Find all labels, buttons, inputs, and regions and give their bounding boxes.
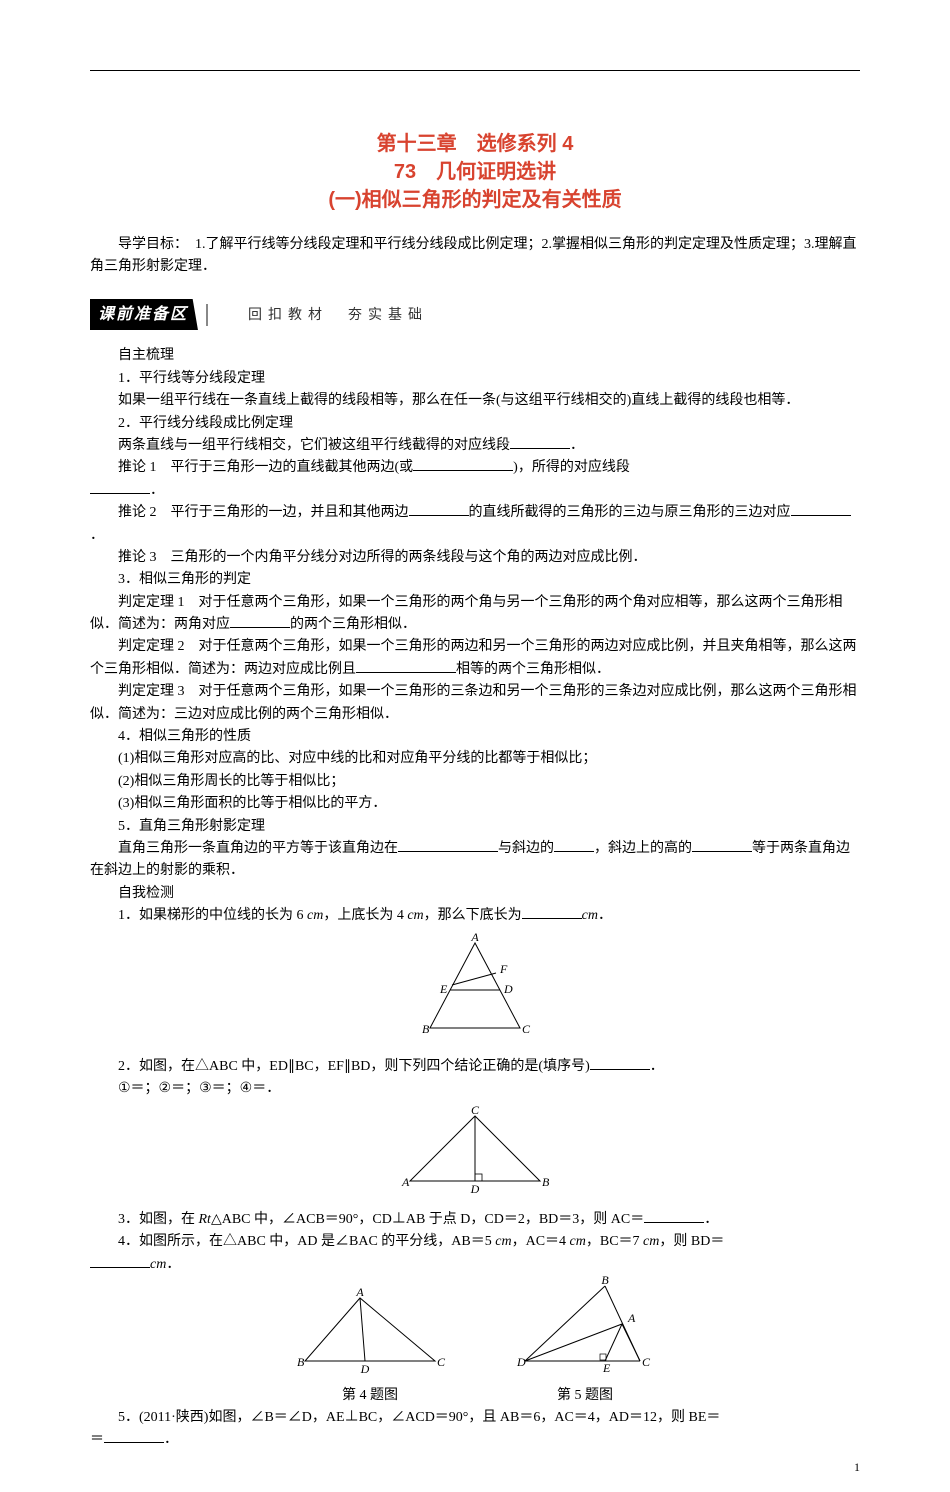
svg-text:A: A xyxy=(401,1175,410,1189)
item5-title: 5．直角三角形射影定理 xyxy=(90,816,860,838)
item4-title: 4．相似三角形的性质 xyxy=(90,726,860,748)
svg-text:C: C xyxy=(522,1022,531,1036)
header-rule xyxy=(90,70,860,71)
question-2: 2．如图，在△ABC 中，ED∥BC，EF∥BD，则下列四个结论正确的是(填序号… xyxy=(90,1056,860,1078)
judgment-3: 判定定理 3 对于任意两个三角形，如果一个三角形的三条边和另一个三角形的三条边对… xyxy=(90,681,860,726)
figure-q2: A B C E D F xyxy=(90,933,860,1051)
corollary-1-cont: ． xyxy=(90,480,860,502)
svg-text:B: B xyxy=(297,1355,305,1369)
title-line-2: 73 几何证明选讲 xyxy=(90,158,860,186)
question-5-cont: ＝． xyxy=(90,1429,860,1451)
triangle-bisector-icon: A B C D xyxy=(290,1286,450,1376)
section-divider xyxy=(206,304,208,326)
svg-text:C: C xyxy=(437,1355,446,1369)
blank xyxy=(590,1056,650,1070)
figure-4-caption: 第 4 题图 xyxy=(290,1385,450,1407)
chapter-title: 第十三章 选修系列 4 73 几何证明选讲 (一)相似三角形的判定及有关性质 xyxy=(90,130,860,214)
svg-text:E: E xyxy=(602,1361,611,1375)
svg-text:A: A xyxy=(470,933,479,944)
item1-body: 如果一组平行线在一条直线上截得的线段相等，那么在任一条(与这组平行线相交的)直线… xyxy=(90,390,860,412)
page-number: 1 xyxy=(854,1458,860,1477)
projection-theorem: 直角三角形一条直角边的平方等于该直角边在与斜边的，斜边上的高的等于两条直角边在斜… xyxy=(90,838,860,883)
blank xyxy=(791,502,851,516)
title-line-1: 第十三章 选修系列 4 xyxy=(90,130,860,158)
item1-title: 1．平行线等分线段定理 xyxy=(90,368,860,390)
content-body: 自主梳理 1．平行线等分线段定理 如果一组平行线在一条直线上截得的线段相等，那么… xyxy=(90,345,860,1451)
blank xyxy=(413,457,513,471)
geometry-q5-icon: B A D E C xyxy=(510,1276,660,1376)
title-line-3: (一)相似三角形的判定及有关性质 xyxy=(90,186,860,214)
figure-q4-wrap: A B C D 第 4 题图 xyxy=(290,1286,450,1407)
corollary-2: 推论 2 平行于三角形的一边，并且和其他两边的直线所截得的三角形的三边与原三角形… xyxy=(90,502,860,547)
section-label: 课前准备区 xyxy=(90,299,198,331)
right-triangle-icon: C A B D xyxy=(390,1106,560,1196)
question-5: 5．(2011·陕西)如图，∠B＝∠D，AE⊥BC，∠ACD＝90°，且 AB＝… xyxy=(90,1407,860,1429)
item2-body: 两条直线与一组平行线相交，它们被这组平行线截得的对应线段． xyxy=(90,435,860,457)
blank xyxy=(230,614,290,628)
blank xyxy=(692,838,752,852)
property-1: (1)相似三角形对应高的比、对应中线的比和对应角平分线的比都等于相似比； xyxy=(90,748,860,770)
svg-text:D: D xyxy=(503,982,513,996)
property-3: (3)相似三角形面积的比等于相似比的平方． xyxy=(90,793,860,815)
blank xyxy=(409,502,469,516)
figure-q5-wrap: B A D E C 第 5 题图 xyxy=(510,1276,660,1407)
svg-text:C: C xyxy=(642,1355,651,1369)
svg-text:D: D xyxy=(360,1362,370,1376)
corollary-3: 推论 3 三角形的一个内角平分线分对边所得的两条线段与这个角的两边对应成比例． xyxy=(90,547,860,569)
question-3: 3．如图，在 Rt△ABC 中，∠ACB＝90°，CD⊥AB 于点 D，CD＝2… xyxy=(90,1209,860,1231)
corollary-1: 推论 1 平行于三角形一边的直线截其他两边(或)，所得的对应线段 xyxy=(90,457,860,479)
blank xyxy=(510,435,570,449)
item3-title: 3．相似三角形的判定 xyxy=(90,569,860,591)
figure-row-q4-q5: A B C D 第 4 题图 B A D E C 第 5 题 xyxy=(90,1276,860,1407)
question-2-options: ①＝；②＝；③＝；④＝． xyxy=(90,1078,860,1100)
svg-text:D: D xyxy=(470,1182,480,1196)
triangle-diagram-icon: A B C E D F xyxy=(410,933,540,1043)
svg-text:D: D xyxy=(516,1355,526,1369)
svg-text:B: B xyxy=(422,1022,430,1036)
item2-title: 2．平行线分线段成比例定理 xyxy=(90,413,860,435)
svg-text:F: F xyxy=(499,962,508,976)
svg-text:C: C xyxy=(471,1106,480,1117)
judgment-2: 判定定理 2 对于任意两个三角形，如果一个三角形的两边和另一个三角形的两边对应成… xyxy=(90,636,860,681)
blank xyxy=(644,1209,704,1223)
svg-text:B: B xyxy=(542,1175,550,1189)
judgment-1: 判定定理 1 对于任意两个三角形，如果一个三角形的两个角与另一个三角形的两个角对… xyxy=(90,592,860,637)
selfstudy-heading: 自主梳理 xyxy=(90,345,860,367)
blank xyxy=(90,1254,150,1268)
question-4: 4．如图所示，在△ABC 中，AD 是∠BAC 的平分线，AB＝5 cm，AC＝… xyxy=(90,1231,860,1253)
section-subtitle: 回扣教材 夯实基础 xyxy=(248,303,428,325)
blank xyxy=(398,838,498,852)
property-2: (2)相似三角形周长的比等于相似比； xyxy=(90,771,860,793)
question-4-cont: cm． xyxy=(90,1254,860,1276)
intro-paragraph: 导学目标： 1.了解平行线等分线段定理和平行线分线段成比例定理；2.掌握相似三角… xyxy=(90,234,860,279)
selfcheck-heading: 自我检测 xyxy=(90,883,860,905)
svg-text:A: A xyxy=(355,1286,364,1299)
blank xyxy=(554,838,594,852)
section-banner: 课前准备区 回扣教材 夯实基础 xyxy=(90,299,860,331)
svg-text:E: E xyxy=(439,982,448,996)
question-1: 1．如果梯形的中位线的长为 6 cm，上底长为 4 cm，那么下底长为cm． xyxy=(90,905,860,927)
figure-5-caption: 第 5 题图 xyxy=(510,1385,660,1407)
blank xyxy=(104,1429,164,1443)
blank xyxy=(356,659,456,673)
blank xyxy=(522,905,582,919)
svg-text:B: B xyxy=(601,1276,609,1287)
blank xyxy=(90,480,150,494)
figure-q3: C A B D xyxy=(90,1106,860,1204)
svg-text:A: A xyxy=(627,1311,636,1325)
